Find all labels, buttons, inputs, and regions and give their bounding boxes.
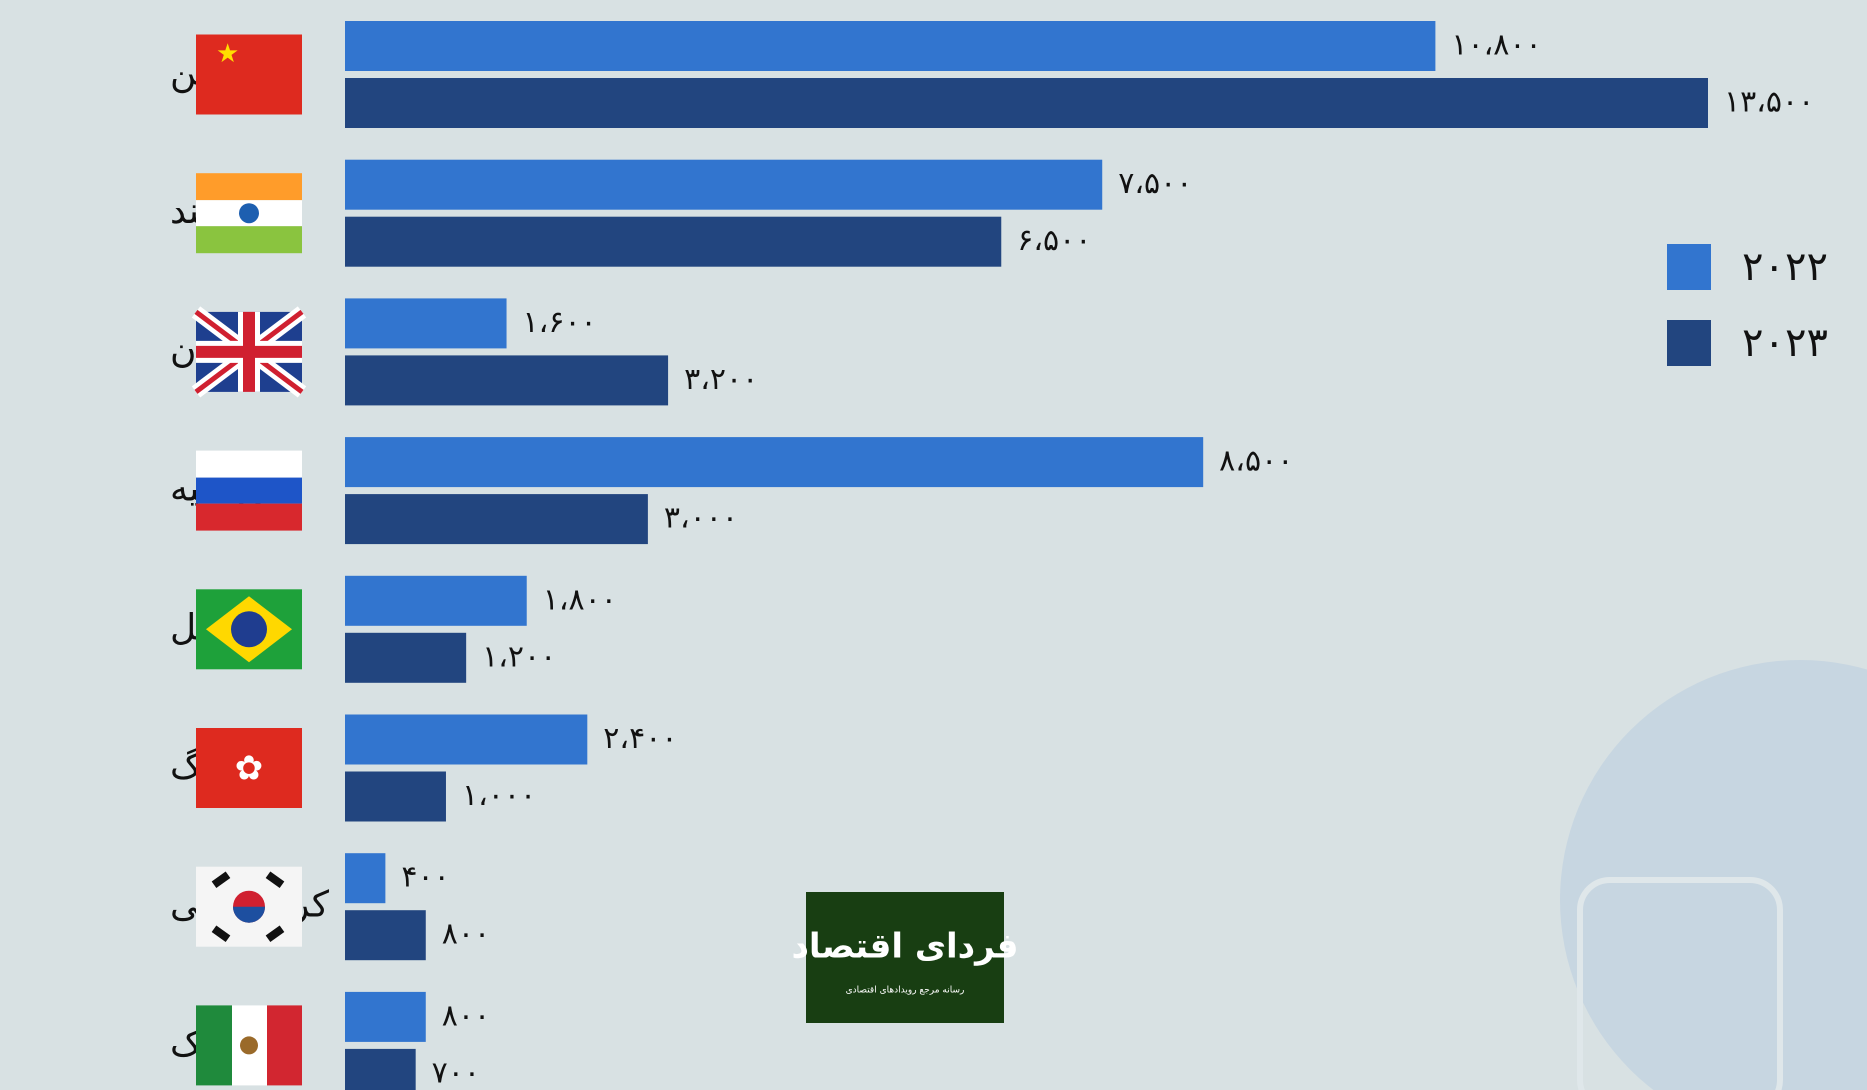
bar: [345, 78, 1708, 128]
value-label: ۴۰۰: [401, 860, 449, 895]
value-label: ۱،۰۰۰: [462, 778, 536, 813]
value-label: ۱،۲۰۰: [482, 639, 556, 674]
flag: [196, 867, 302, 947]
flag: [196, 1005, 302, 1085]
value-label: ۱۰،۸۰۰: [1451, 28, 1541, 63]
bar: [345, 494, 648, 544]
value-label: ۲،۴۰۰: [603, 721, 677, 756]
flag-stripe: [267, 1005, 302, 1085]
flag: [196, 173, 302, 253]
legend-swatch: [1667, 320, 1711, 366]
value-label: ۱،۸۰۰: [543, 582, 617, 617]
bar: [345, 633, 466, 683]
flag-stripe: [196, 173, 302, 200]
flag-stripe: [196, 226, 302, 253]
flag-stripe: [196, 451, 302, 478]
bar: [345, 1049, 416, 1090]
flag-globe: [231, 611, 267, 647]
value-label: ۷۰۰: [432, 1055, 480, 1090]
logo-title: فردای اقتصاد: [791, 927, 1018, 967]
bar: [345, 437, 1203, 487]
background-decoration: [1560, 660, 1867, 1090]
bar: [345, 992, 426, 1042]
legend-swatch: [1667, 244, 1711, 290]
flag-stripe: [196, 504, 302, 531]
value-label: ۷،۵۰۰: [1118, 166, 1192, 201]
logo-subtitle: رسانه مرجع رویدادهای اقتصادی: [846, 986, 965, 996]
flag-wheel: [239, 203, 259, 223]
bar: [345, 715, 587, 765]
flag-star: ★: [216, 39, 239, 69]
flag-field: [196, 35, 302, 115]
flag-stripe: [196, 1005, 232, 1085]
bar: [345, 576, 527, 626]
logo: فردای اقتصاد رسانه مرجع رویدادهای اقتصاد…: [791, 892, 1018, 1023]
value-label: ۶،۵۰۰: [1017, 223, 1091, 258]
flag-emblem: [240, 1036, 258, 1054]
bar: [345, 217, 1001, 267]
value-label: ۱،۶۰۰: [523, 305, 597, 340]
legend-label: ۲۰۲۳: [1742, 320, 1828, 366]
flag: ★: [196, 35, 302, 115]
flag: [196, 451, 302, 531]
bar: [345, 355, 668, 405]
flag: [196, 312, 302, 392]
flag-flower: ✿: [235, 749, 264, 789]
flag: [196, 589, 302, 669]
value-label: ۱۳،۵۰۰: [1724, 85, 1814, 120]
value-label: ۸۰۰: [442, 917, 490, 952]
bar: [345, 21, 1435, 71]
flag-stripe: [196, 478, 302, 504]
bar: [345, 772, 446, 822]
flag: ✿: [196, 728, 302, 808]
bar: [345, 160, 1102, 210]
legend-label: ۲۰۲۲: [1742, 244, 1828, 290]
value-label: ۳،۲۰۰: [684, 362, 758, 397]
bar: [345, 853, 385, 903]
value-label: ۸،۵۰۰: [1219, 444, 1293, 479]
value-label: ۳،۰۰۰: [664, 501, 738, 536]
bar: [345, 298, 507, 348]
chart: فردای اقتصاد رسانه مرجع رویدادهای اقتصاد…: [0, 0, 1867, 1090]
value-label: ۸۰۰: [442, 998, 490, 1033]
bar: [345, 910, 426, 960]
